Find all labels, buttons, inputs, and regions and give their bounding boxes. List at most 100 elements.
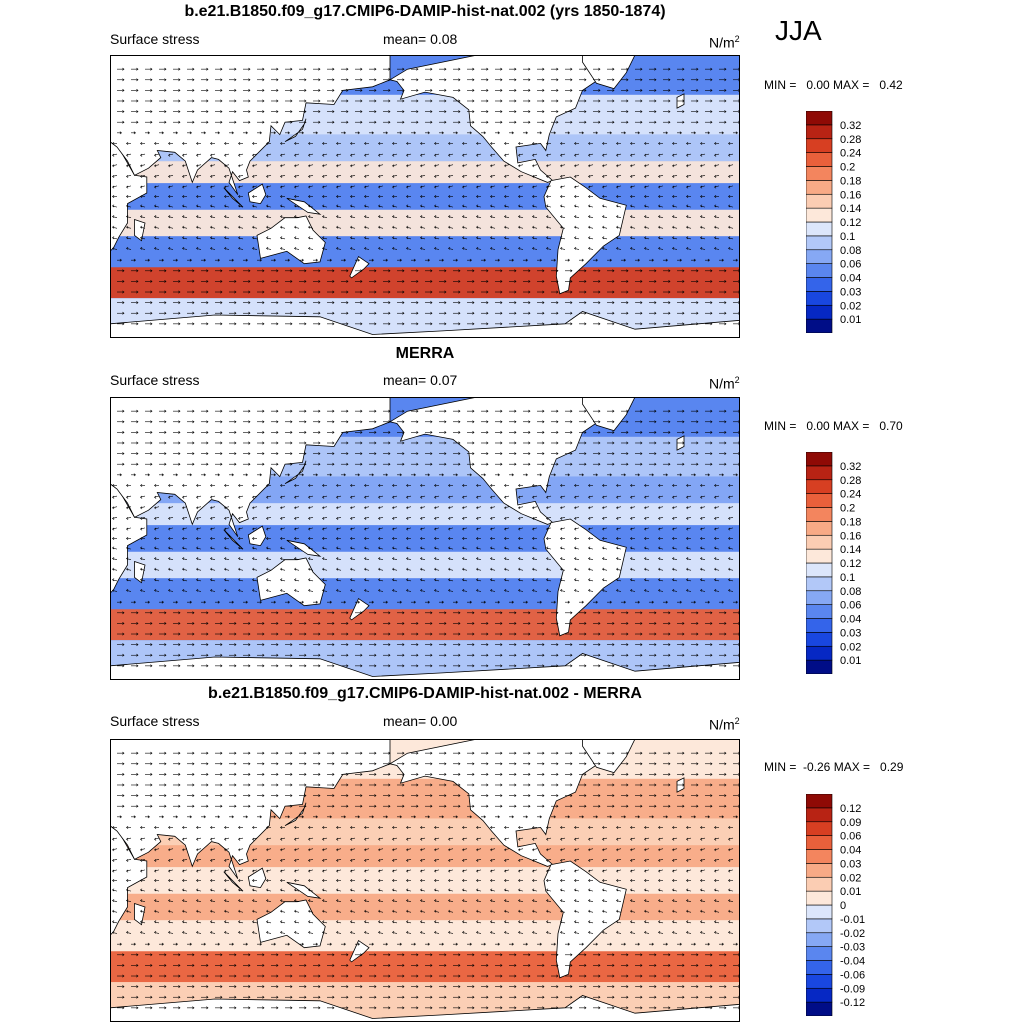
stress-arrow-head	[234, 621, 237, 625]
stress-arrow-head	[545, 236, 549, 240]
stress-arrow-head	[248, 430, 251, 434]
stress-arrow-head	[612, 772, 615, 776]
stress-arrow-head	[223, 246, 227, 250]
stress-arrow-head	[209, 246, 213, 250]
stress-arrow-head	[178, 762, 181, 766]
stress-arrow-head	[458, 611, 461, 615]
stress-arrow-head	[458, 772, 461, 776]
stress-arrow-head	[500, 762, 503, 766]
stress-arrow-head	[682, 409, 685, 413]
stress-arrow-head	[377, 557, 381, 560]
stress-arrow-head	[125, 225, 129, 229]
stress-arrow-head	[615, 527, 619, 531]
stress-arrow-head	[181, 537, 185, 540]
stress-arrow-head	[178, 664, 181, 668]
stress-arrow-head	[553, 600, 557, 604]
stress-arrow-head	[377, 185, 381, 189]
stress-arrow-head	[469, 473, 473, 477]
stress-arrow-head	[461, 246, 465, 250]
stress-arrow-head	[461, 236, 465, 240]
stress-arrow-head	[290, 120, 293, 124]
stress-arrow-head	[301, 258, 305, 262]
stress-arrow-head	[220, 643, 223, 647]
stress-arrow-head	[615, 225, 619, 229]
stress-arrow-head	[307, 495, 311, 499]
colorbar-tick-label: 0.02	[840, 641, 861, 653]
stress-arrow-head	[402, 621, 405, 625]
stress-arrow-head	[360, 290, 363, 294]
stress-arrow-head	[447, 236, 451, 240]
stress-arrow-head	[360, 88, 363, 92]
stress-arrow-head	[682, 621, 685, 625]
stress-arrow-head	[122, 301, 125, 305]
stress-arrow-head	[598, 311, 601, 315]
stress-arrow-head	[559, 483, 563, 487]
stress-arrow-head	[335, 537, 339, 540]
stress-arrow-head	[444, 120, 447, 124]
stress-arrow-head	[251, 495, 255, 499]
stress-arrow-head	[164, 290, 167, 294]
stress-arrow-head	[545, 153, 549, 157]
stress-arrow-head	[220, 751, 223, 755]
stress-arrow-head	[416, 772, 419, 776]
stress-arrow-head	[573, 517, 577, 520]
stress-arrow-head	[500, 441, 503, 445]
stress-arrow-head	[192, 621, 195, 625]
stress-arrow-head	[503, 185, 507, 189]
stress-arrow-head	[150, 772, 153, 776]
stress-arrow-head	[686, 141, 689, 145]
stress-arrow-head	[472, 67, 475, 71]
stress-arrow-head	[728, 195, 731, 198]
stress-arrow-head	[265, 164, 269, 168]
stress-arrow-head	[276, 88, 279, 92]
stress-arrow-head	[126, 164, 129, 168]
stress-arrow-head	[276, 772, 279, 776]
stress-arrow-head	[195, 537, 199, 540]
stress-arrow-head	[724, 621, 727, 625]
stress-arrow-head	[658, 506, 661, 510]
stress-arrow-head	[640, 290, 643, 294]
stress-arrow-head	[447, 557, 451, 560]
stress-arrow-head	[251, 527, 255, 531]
mean-label: mean=	[383, 31, 427, 47]
colorbar-swatch	[806, 221, 833, 237]
stress-arrow-head	[122, 430, 125, 434]
stress-arrow-head	[293, 215, 297, 218]
continent-south-america	[543, 518, 627, 637]
stress-arrow-head	[598, 462, 601, 466]
stress-arrow-head	[112, 517, 115, 520]
stress-arrow-head	[640, 441, 643, 445]
stress-arrow-head	[234, 279, 237, 283]
stress-arrow-head	[402, 462, 405, 466]
stress-arrow-head	[405, 517, 409, 520]
stress-arrow-head	[472, 653, 475, 657]
stress-arrow-head	[528, 621, 531, 625]
stress-arrow-head	[413, 473, 417, 477]
stress-arrow-head	[416, 643, 419, 647]
stress-arrow-head	[483, 131, 487, 135]
island-new-zealand	[349, 940, 370, 963]
stress-arrow-head	[433, 195, 437, 198]
stress-arrow-head	[126, 527, 129, 531]
stress-arrow-head	[349, 236, 353, 240]
stress-arrow-head	[489, 195, 493, 198]
stress-arrow-head	[475, 175, 479, 178]
stress-arrow-head	[700, 195, 703, 198]
stress-arrow-head	[237, 153, 241, 157]
stress-arrow-head	[640, 611, 643, 615]
stress-arrow-head	[377, 246, 381, 250]
stress-arrow-head	[528, 88, 531, 92]
stress-arrow-head	[237, 506, 241, 510]
stress-arrow-head	[206, 78, 209, 82]
stress-arrow-head	[686, 578, 689, 582]
stress-arrow-head	[209, 225, 213, 229]
stress-arrow-head	[525, 258, 529, 262]
stress-arrow-head	[251, 153, 255, 157]
colorbar-tick-label: 0.06	[840, 259, 861, 271]
stress-arrow-head	[220, 279, 223, 283]
stress-arrow-head	[630, 164, 633, 168]
stress-arrow-head	[164, 269, 167, 273]
stress-arrow-head	[500, 653, 503, 657]
stress-arrow-head	[707, 473, 710, 477]
stress-arrow-head	[668, 279, 671, 283]
